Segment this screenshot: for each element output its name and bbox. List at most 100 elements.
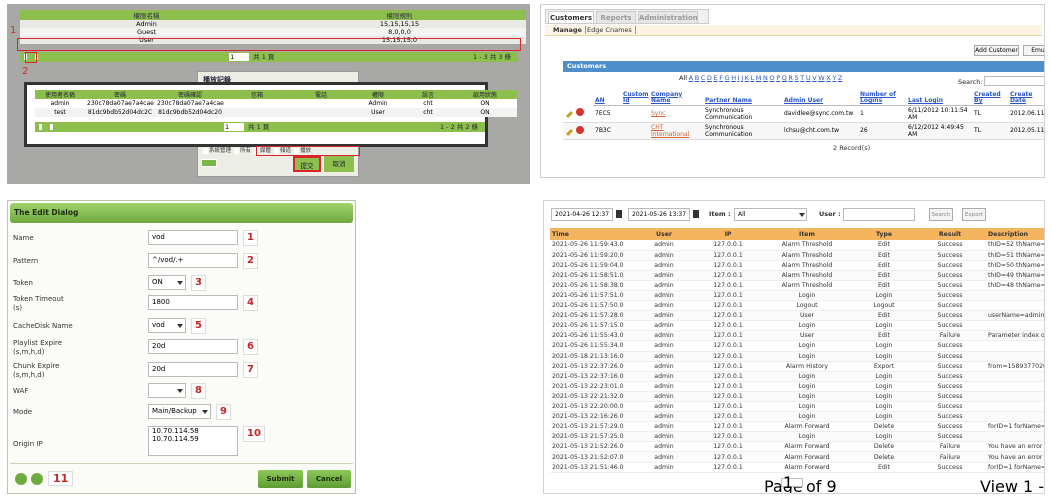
page-input[interactable]: 1 <box>229 53 249 61</box>
column-header[interactable]: Created By <box>972 86 1008 105</box>
tab[interactable]: Administration <box>638 11 698 24</box>
search-input[interactable] <box>984 76 1045 86</box>
field-input[interactable]: ON <box>148 275 186 290</box>
table-cell: ON <box>453 108 517 117</box>
callout-number: 3 <box>191 275 206 291</box>
delete-icon[interactable] <box>576 108 584 116</box>
table-cell: 2021-05-13 21:52:07.0 <box>550 452 632 462</box>
letter-link[interactable]: S <box>795 74 799 82</box>
tab[interactable]: Customers <box>548 11 594 24</box>
letter-link[interactable]: K <box>745 74 749 82</box>
letter-link[interactable]: F <box>719 74 723 82</box>
letter-link[interactable]: T <box>800 74 804 82</box>
page-input[interactable]: 1 <box>781 478 803 487</box>
page-input[interactable]: 1 <box>224 123 244 131</box>
letter-link[interactable]: M <box>756 74 762 82</box>
letter-link[interactable]: H <box>731 74 736 82</box>
tab[interactable]: Reports <box>596 11 636 24</box>
user-input[interactable] <box>843 208 915 221</box>
letter-link[interactable]: Y <box>832 74 836 82</box>
field-input[interactable]: 10.70.114.5810.70.114.59 <box>148 426 238 456</box>
table-cell: admin <box>632 412 696 422</box>
next-button[interactable] <box>31 473 43 485</box>
table-cell: 127.0.0.1 <box>696 442 760 452</box>
field-input[interactable] <box>148 383 186 398</box>
date-from[interactable]: 2021-04-26 12:37 <box>551 208 613 221</box>
field-label: WAF <box>13 387 28 395</box>
delete-icon[interactable] <box>576 126 584 134</box>
table-cell: Edit <box>854 250 914 260</box>
letter-link[interactable]: R <box>788 74 793 82</box>
table-cell: Failure <box>914 331 986 341</box>
column-header[interactable]: Company Name <box>649 86 703 105</box>
date-to[interactable]: 2021-05-26 13:37 <box>628 208 690 221</box>
field-input[interactable]: Main/Backup <box>148 404 211 419</box>
field-input[interactable]: ^/vod/.+ <box>148 253 238 268</box>
item-select[interactable]: All <box>734 208 807 221</box>
table-cell: admin <box>632 422 696 432</box>
subnav-item[interactable]: Edge Cnames <box>587 26 636 34</box>
submit-button[interactable]: Submit <box>258 470 303 488</box>
permission-checkbox[interactable]: 系統管理 <box>203 148 231 154</box>
letter-link[interactable]: P <box>776 74 780 82</box>
letter-link[interactable]: N <box>763 74 768 82</box>
letter-link[interactable]: Q <box>782 74 787 82</box>
letter-link[interactable]: W <box>818 74 824 82</box>
column-header[interactable]: Last Login <box>906 86 972 105</box>
pager-icons[interactable] <box>745 477 759 488</box>
close-icon[interactable] <box>341 207 348 214</box>
cancel-button[interactable]: 取消 <box>324 156 354 172</box>
letter-link[interactable]: L <box>751 74 755 82</box>
field-input[interactable]: vod <box>148 318 186 333</box>
export-button[interactable]: Export <box>962 208 986 221</box>
field-input[interactable]: vod <box>148 230 238 245</box>
column-header: Time <box>550 228 632 240</box>
letter-link[interactable]: Z <box>838 74 842 82</box>
letter-link[interactable]: V <box>812 74 816 82</box>
subnav-item[interactable]: Manage <box>553 26 586 34</box>
field-value: vod <box>152 233 165 241</box>
letter-link[interactable]: O <box>769 74 774 82</box>
edit-icon[interactable] <box>566 128 573 135</box>
submit-button[interactable]: 提交 <box>293 156 321 172</box>
table-cell: 127.0.0.1 <box>696 280 760 290</box>
column-header[interactable]: Partner Name <box>703 86 782 105</box>
letter-link[interactable]: D <box>707 74 712 82</box>
edit-icon[interactable] <box>566 111 573 118</box>
letter-link[interactable]: J <box>741 74 743 82</box>
column-header[interactable]: AN <box>593 86 621 105</box>
search-button[interactable]: Search <box>929 208 953 221</box>
letter-link[interactable]: X <box>826 74 830 82</box>
table-row: 2021-05-13 22:23:01.0admin127.0.0.1Login… <box>550 381 1045 391</box>
letter-link[interactable]: C <box>701 74 706 82</box>
letter-link[interactable]: B <box>695 74 699 82</box>
callout-number: 11 <box>48 471 73 486</box>
table-cell: 230c78da07ae7a4cae <box>85 99 155 108</box>
column-header[interactable]: Create Date <box>1008 86 1045 105</box>
column-header[interactable]: Number of Logins <box>858 86 906 105</box>
letter-link[interactable]: All <box>679 74 687 82</box>
table-cell: 127.0.0.1 <box>696 462 760 472</box>
field-input[interactable]: 20d <box>148 339 238 354</box>
letter-link[interactable]: G <box>725 74 730 82</box>
table-row: 2021-05-26 11:59:20.0admin127.0.0.1Alarm… <box>550 250 1045 260</box>
field-input[interactable]: 1800 <box>148 295 238 310</box>
table-row: 2021-05-13 22:37:26.0admin127.0.0.1Alarm… <box>550 361 1045 371</box>
nav-arrows[interactable] <box>201 159 217 167</box>
field-input[interactable]: 20d <box>148 362 238 377</box>
prev-button[interactable] <box>15 473 27 485</box>
button[interactable]: Emu <box>1023 45 1045 56</box>
column-header[interactable]: Custom Id <box>621 86 649 105</box>
table-cell: Login <box>854 321 914 331</box>
letter-link[interactable]: U <box>806 74 811 82</box>
table-cell: Alarm Threshold <box>760 250 854 260</box>
permission-checkbox[interactable]: 所有 <box>234 148 251 154</box>
letter-link[interactable]: A <box>689 74 693 82</box>
letter-link[interactable]: E <box>714 74 718 82</box>
callout-number: 10 <box>243 426 265 442</box>
cancel-button[interactable]: Cancel <box>307 470 351 488</box>
roles-panel: 權限名稱權限規則Admin15,15,15,15Guest8,0,0,0User… <box>7 4 530 184</box>
letter-link[interactable]: I <box>738 74 740 82</box>
button[interactable]: Add Customer <box>974 45 1019 56</box>
column-header[interactable]: Admin User <box>782 86 858 105</box>
